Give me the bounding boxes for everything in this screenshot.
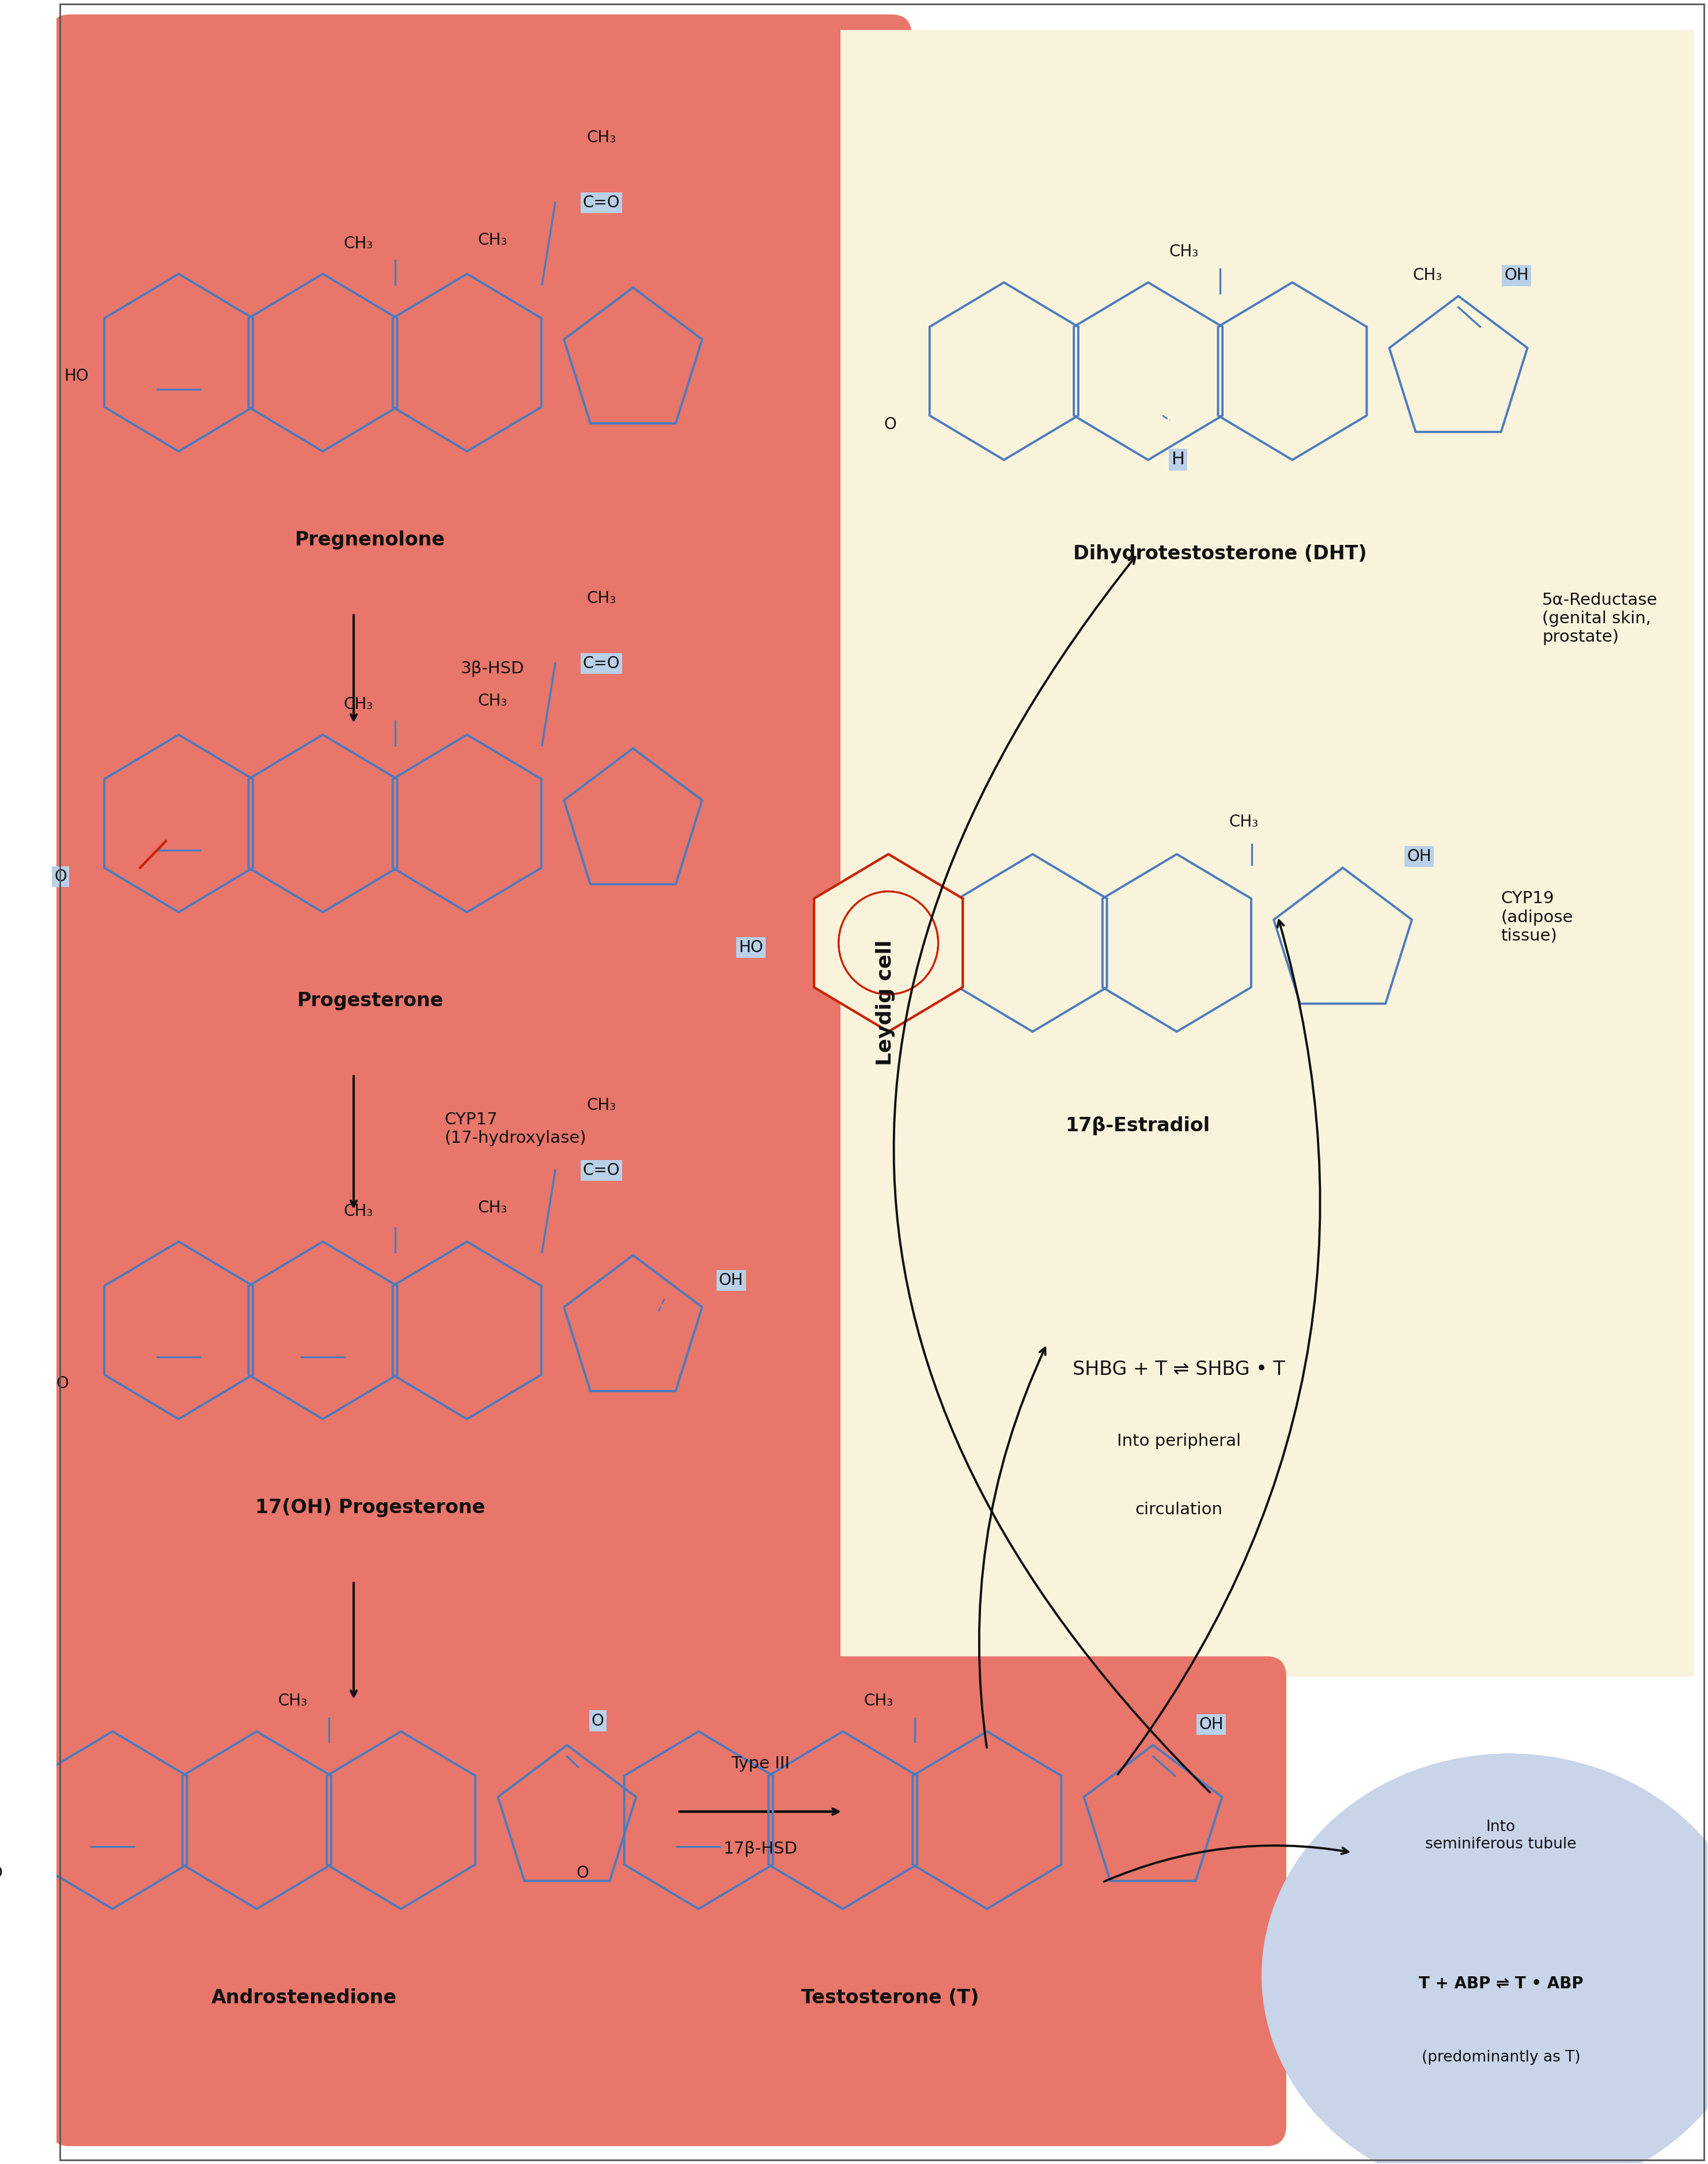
Text: 5α-Reductase
(genital skin,
prostate): 5α-Reductase (genital skin, prostate) [1542,593,1658,645]
Text: circulation: circulation [1136,1502,1223,1517]
Text: O: O [576,1865,589,1881]
Text: CYP17
(17-hydroxylase): CYP17 (17-hydroxylase) [444,1112,586,1147]
Ellipse shape [1262,1753,1708,2164]
Text: CH₃: CH₃ [343,236,374,251]
Text: T + ABP ⇌ T • ABP: T + ABP ⇌ T • ABP [1419,1976,1583,1993]
Text: 17(OH) Progesterone: 17(OH) Progesterone [254,1497,485,1517]
Text: O: O [883,415,897,433]
Text: OH: OH [1199,1716,1223,1733]
Text: CH₃: CH₃ [1228,814,1259,831]
Text: O: O [55,868,67,885]
Text: O: O [56,1376,68,1391]
Text: Into
seminiferous tubule: Into seminiferous tubule [1424,1820,1576,1852]
Text: Androstenedione: Androstenedione [212,1989,396,2008]
Text: SHBG + T ⇌ SHBG • T: SHBG + T ⇌ SHBG • T [1073,1361,1284,1378]
Text: CH₃: CH₃ [343,1203,374,1218]
Text: OH: OH [1505,268,1529,283]
Text: CH₃: CH₃ [1170,245,1199,260]
Ellipse shape [1262,1753,1708,2164]
Text: CH₃: CH₃ [1413,268,1442,283]
Text: CYP19
(adipose
tissue): CYP19 (adipose tissue) [1501,892,1573,944]
Text: (predominantly as T): (predominantly as T) [1421,2049,1580,2064]
Text: Leydig cell: Leydig cell [876,939,895,1065]
Text: Dihydrotestosterone (DHT): Dihydrotestosterone (DHT) [1073,545,1366,563]
Text: OH: OH [719,1272,743,1288]
Text: O: O [0,1865,3,1881]
Text: CH₃: CH₃ [586,130,617,145]
Text: CH₃: CH₃ [586,591,617,606]
Text: HO: HO [738,939,763,954]
FancyBboxPatch shape [50,15,912,2147]
Text: C=O: C=O [582,656,620,671]
Text: C=O: C=O [582,195,620,210]
Polygon shape [815,855,963,1032]
Text: CH₃: CH₃ [278,1692,307,1710]
Text: CH₃: CH₃ [478,1199,507,1216]
Bar [840,30,1694,1677]
FancyBboxPatch shape [50,1655,1286,2147]
Text: Type III: Type III [731,1755,789,1772]
Text: C=O: C=O [582,1162,620,1179]
Text: 17β-HSD: 17β-HSD [722,1842,798,1857]
Text: CH₃: CH₃ [343,697,374,712]
Text: CH₃: CH₃ [864,1692,893,1710]
Text: O: O [591,1712,605,1729]
Text: OH: OH [1407,848,1431,863]
Text: HO: HO [63,368,89,383]
Text: Testosterone (T): Testosterone (T) [801,1989,979,2008]
Text: 3β-HSD: 3β-HSD [461,660,524,677]
Text: Progesterone: Progesterone [297,991,444,1011]
Text: CH₃: CH₃ [478,232,507,249]
Text: CH₃: CH₃ [478,692,507,710]
Text: H: H [1172,452,1185,467]
Text: Into peripheral: Into peripheral [1117,1433,1242,1450]
Text: 17β-Estradiol: 17β-Estradiol [1066,1117,1209,1136]
Text: Pregnenolone: Pregnenolone [295,530,446,550]
Text: CH₃: CH₃ [586,1097,617,1114]
